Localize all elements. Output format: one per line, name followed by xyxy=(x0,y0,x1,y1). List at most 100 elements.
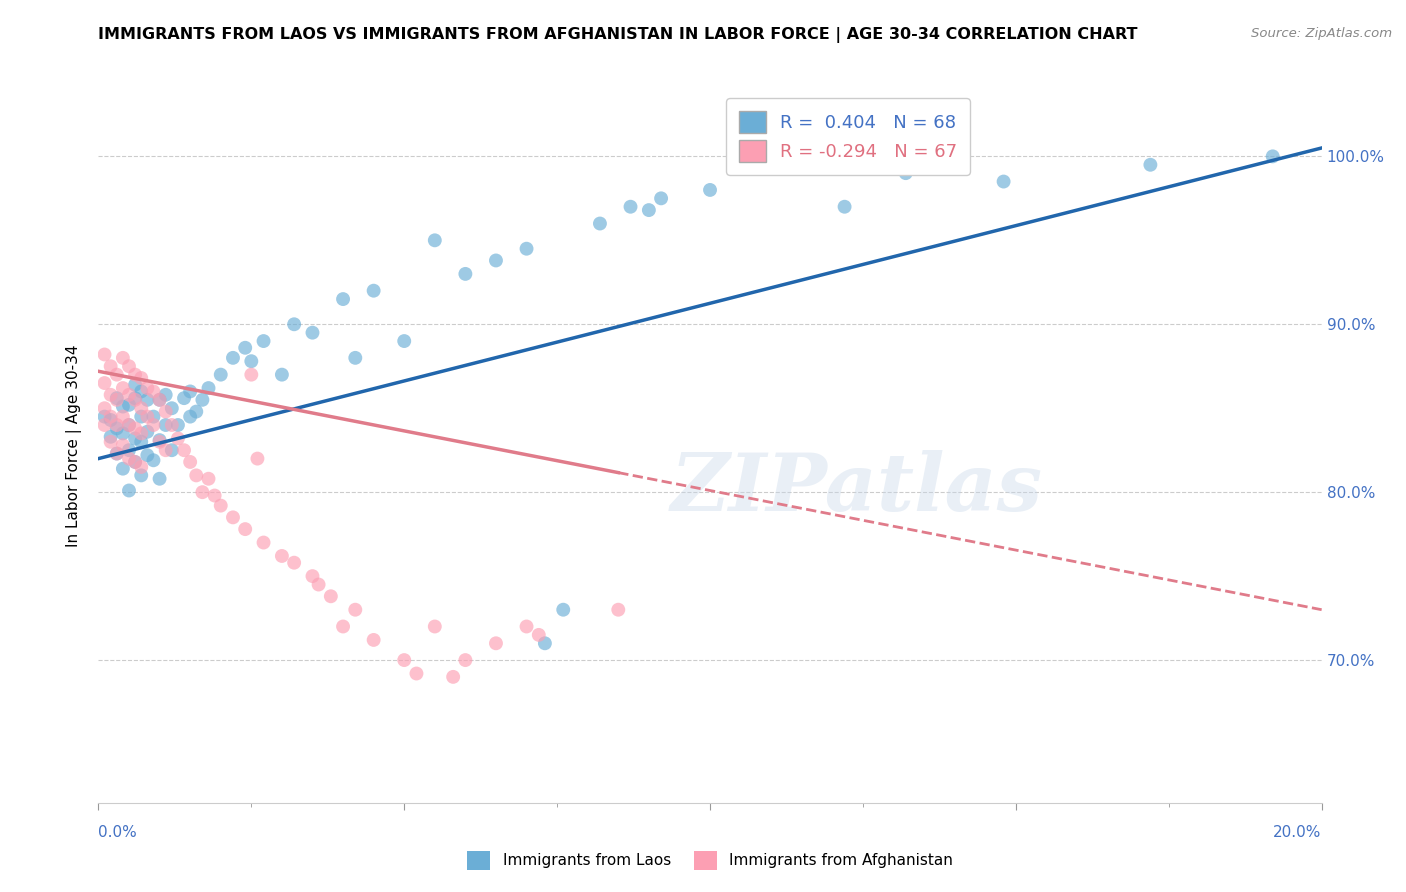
Point xyxy=(167,417,190,432)
Point xyxy=(179,384,201,399)
Point xyxy=(142,453,165,467)
Point xyxy=(834,200,856,214)
Point xyxy=(301,569,323,583)
Point xyxy=(516,619,538,633)
Point xyxy=(111,461,134,475)
Point xyxy=(699,183,721,197)
Point xyxy=(344,603,367,617)
Point xyxy=(222,351,245,365)
Point xyxy=(111,400,134,414)
Point xyxy=(155,443,177,458)
Point xyxy=(111,426,134,441)
Point xyxy=(129,371,152,385)
Point xyxy=(124,455,146,469)
Point xyxy=(129,434,152,449)
Point xyxy=(423,233,446,247)
Point xyxy=(124,368,146,382)
Point xyxy=(270,549,292,563)
Point xyxy=(155,417,177,432)
Point xyxy=(129,401,152,416)
Point xyxy=(173,443,195,458)
Point xyxy=(894,166,917,180)
Point xyxy=(118,417,141,432)
Point xyxy=(516,242,538,256)
Point xyxy=(142,384,165,399)
Point xyxy=(111,351,134,365)
Point xyxy=(637,203,661,218)
Point xyxy=(129,460,152,475)
Point xyxy=(136,425,159,439)
Point xyxy=(363,632,385,647)
Point xyxy=(589,217,612,231)
Point xyxy=(93,401,115,416)
Point xyxy=(100,388,122,402)
Point xyxy=(111,438,134,452)
Point xyxy=(209,499,232,513)
Point xyxy=(105,391,128,405)
Point xyxy=(283,556,305,570)
Point xyxy=(129,409,152,424)
Point xyxy=(246,451,269,466)
Point xyxy=(149,434,172,449)
Point xyxy=(1261,149,1284,163)
Text: ZIPatlas: ZIPatlas xyxy=(671,450,1043,527)
Point xyxy=(301,326,323,340)
Point xyxy=(93,409,115,424)
Point xyxy=(607,603,630,617)
Point xyxy=(105,392,128,407)
Point xyxy=(308,577,330,591)
Point xyxy=(124,377,146,392)
Point xyxy=(105,417,128,432)
Text: 0.0%: 0.0% xyxy=(98,825,138,840)
Point xyxy=(160,417,183,432)
Point xyxy=(118,398,141,412)
Point xyxy=(118,359,141,374)
Point xyxy=(160,443,183,458)
Point xyxy=(319,589,342,603)
Point xyxy=(136,381,159,395)
Text: Source: ZipAtlas.com: Source: ZipAtlas.com xyxy=(1251,27,1392,40)
Point xyxy=(155,404,177,418)
Point xyxy=(650,191,672,205)
Point xyxy=(160,401,183,416)
Text: IMMIGRANTS FROM LAOS VS IMMIGRANTS FROM AFGHANISTAN IN LABOR FORCE | AGE 30-34 C: IMMIGRANTS FROM LAOS VS IMMIGRANTS FROM … xyxy=(98,27,1137,43)
Point xyxy=(93,376,115,390)
Point xyxy=(167,432,190,446)
Point xyxy=(553,603,575,617)
Point xyxy=(454,267,477,281)
Point xyxy=(105,421,128,435)
Point xyxy=(240,368,263,382)
Legend: Immigrants from Laos, Immigrants from Afghanistan: Immigrants from Laos, Immigrants from Af… xyxy=(460,843,960,877)
Point xyxy=(100,430,122,444)
Point xyxy=(105,446,128,460)
Point xyxy=(155,388,177,402)
Point xyxy=(118,443,141,458)
Point xyxy=(136,392,159,407)
Point xyxy=(233,341,256,355)
Point xyxy=(173,391,195,405)
Point xyxy=(485,253,508,268)
Point xyxy=(344,351,367,365)
Point xyxy=(129,384,152,399)
Point xyxy=(124,455,146,469)
Point xyxy=(93,347,115,361)
Point xyxy=(118,483,141,498)
Point xyxy=(332,619,354,633)
Point xyxy=(105,368,128,382)
Point xyxy=(441,670,464,684)
Point xyxy=(142,417,165,432)
Point xyxy=(363,284,385,298)
Point xyxy=(124,391,146,405)
Point xyxy=(118,417,141,432)
Point xyxy=(124,392,146,407)
Point xyxy=(105,446,128,460)
Point xyxy=(100,434,122,449)
Point xyxy=(283,318,305,332)
Point xyxy=(149,433,172,447)
Point xyxy=(405,666,427,681)
Point xyxy=(100,359,122,374)
Point xyxy=(100,413,122,427)
Point xyxy=(332,292,354,306)
Point xyxy=(149,392,172,407)
Point xyxy=(197,472,219,486)
